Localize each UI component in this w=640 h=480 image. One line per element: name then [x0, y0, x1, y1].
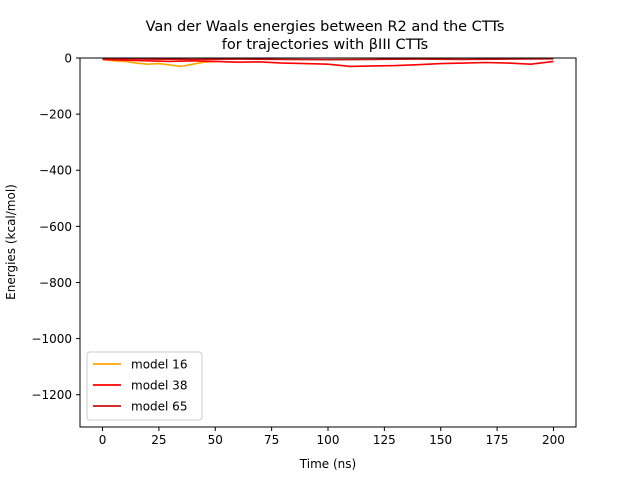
x-tick-label: 0 — [99, 433, 107, 447]
x-tick-label: 25 — [151, 433, 166, 447]
x-tick-label: 125 — [373, 433, 396, 447]
y-axis-label: Energies (kcal/mol) — [4, 184, 18, 300]
x-tick-label: 75 — [264, 433, 279, 447]
x-axis-ticks: 0 25 50 75 100 125 150 175 200 — [99, 427, 565, 447]
x-tick-label: 50 — [208, 433, 223, 447]
legend-label: model 38 — [131, 379, 187, 393]
legend-label: model 65 — [131, 400, 187, 414]
chart-title-line-2: for trajectories with βIII CTTs — [222, 37, 428, 53]
chart-title-line-1: Van der Waals energies between R2 and th… — [146, 19, 505, 35]
y-tick-label: 0 — [64, 52, 72, 66]
y-tick-label: −400 — [39, 164, 72, 178]
legend-box — [86, 351, 203, 421]
x-axis-label: Time (ns) — [299, 457, 356, 471]
x-tick-label: 100 — [317, 433, 340, 447]
series-line-model-38 — [102, 58, 554, 68]
legend-label: model 16 — [131, 358, 187, 372]
x-tick-label: 200 — [542, 433, 565, 447]
y-tick-label: −200 — [39, 108, 72, 122]
plot-series-group — [102, 58, 554, 68]
y-tick-label: −1200 — [31, 388, 72, 402]
y-tick-label: −800 — [39, 276, 72, 290]
legend: model 16 model 38 model 65 — [86, 351, 203, 421]
x-tick-label: 175 — [486, 433, 509, 447]
series-line-model-65 — [102, 58, 554, 61]
series-line-model-16 — [102, 58, 216, 68]
y-tick-label: −600 — [39, 220, 72, 234]
y-axis-ticks: 0 −200 −400 −600 −800 −1000 −1200 — [31, 52, 80, 402]
y-tick-label: −1000 — [31, 332, 72, 346]
x-tick-label: 150 — [429, 433, 452, 447]
